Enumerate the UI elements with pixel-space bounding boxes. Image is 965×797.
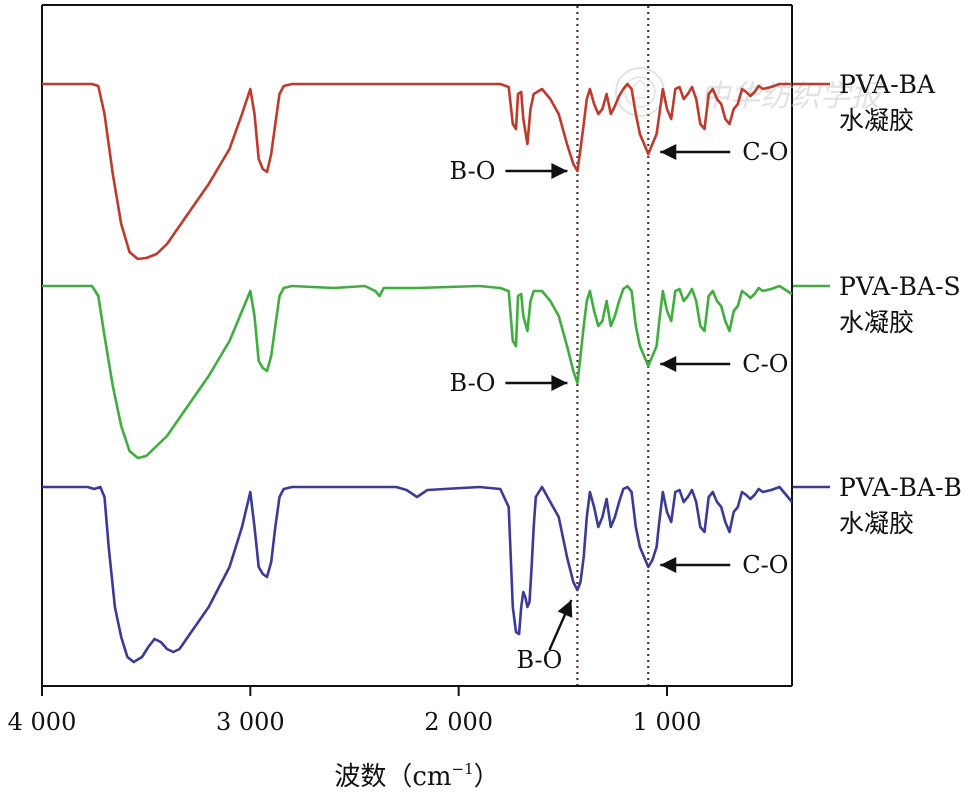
- annotation-c-o-3: C-O: [660, 350, 788, 378]
- annotation-c-o-1: C-O: [660, 138, 788, 166]
- legend-label-pva-ba: PVA-BA: [839, 70, 936, 99]
- x-tick-label-2000: 2 000: [424, 708, 493, 736]
- legend-suffix-pva-ba: 水凝胶: [839, 106, 914, 135]
- arrow-head-icon: [660, 557, 677, 573]
- arrow-head-icon: [660, 144, 677, 160]
- legend-label-pva-ba-s: PVA-BA-S: [839, 272, 961, 301]
- reference-lines: [576, 6, 650, 685]
- legend-suffix-pva-ba-s: 水凝胶: [839, 308, 914, 337]
- annotation-b-o-4: B-O: [516, 599, 573, 674]
- annotation-label: B-O: [450, 369, 496, 397]
- legend: PVA-BA 水凝胶 PVA-BA-S 水凝胶 PVA-BA-B 水凝胶: [793, 70, 962, 538]
- annotation-label: C-O: [742, 551, 788, 579]
- annotations: B-O C-O B-O C-O B-O C-O: [450, 138, 789, 674]
- legend-label-pva-ba-b: PVA-BA-B: [839, 473, 962, 502]
- series-line-pva-ba-s: [42, 284, 793, 460]
- x-tick-label-3000: 3 000: [216, 708, 285, 736]
- arrow-head-icon: [557, 600, 573, 618]
- annotation-b-o-0: B-O: [450, 157, 568, 185]
- legend-suffix-pva-ba-b: 水凝胶: [839, 509, 914, 538]
- annotation-c-o-5: C-O: [660, 551, 788, 579]
- series-line-pva-ba-b: [42, 485, 793, 664]
- watermark-seal-icon: [615, 67, 665, 117]
- x-axis-title: 波数（cm−1）: [334, 760, 499, 792]
- plot-frame: [41, 4, 793, 687]
- annotation-label: C-O: [742, 350, 788, 378]
- annotation-label: B-O: [450, 157, 496, 185]
- series-layer: [42, 82, 793, 664]
- arrow-head-icon: [660, 356, 677, 372]
- x-tick-label-4000: 4 000: [8, 708, 77, 736]
- annotation-b-o-2: B-O: [450, 369, 568, 397]
- x-axis-ticks: 4 000 3 000 2 000 1 000: [8, 686, 702, 736]
- arrow-head-icon: [551, 375, 568, 391]
- series-line-pva-ba: [42, 82, 792, 261]
- arrow-head-icon: [551, 163, 568, 179]
- annotation-label: B-O: [516, 646, 562, 674]
- x-tick-label-1000: 1 000: [633, 708, 702, 736]
- annotation-label: C-O: [742, 138, 788, 166]
